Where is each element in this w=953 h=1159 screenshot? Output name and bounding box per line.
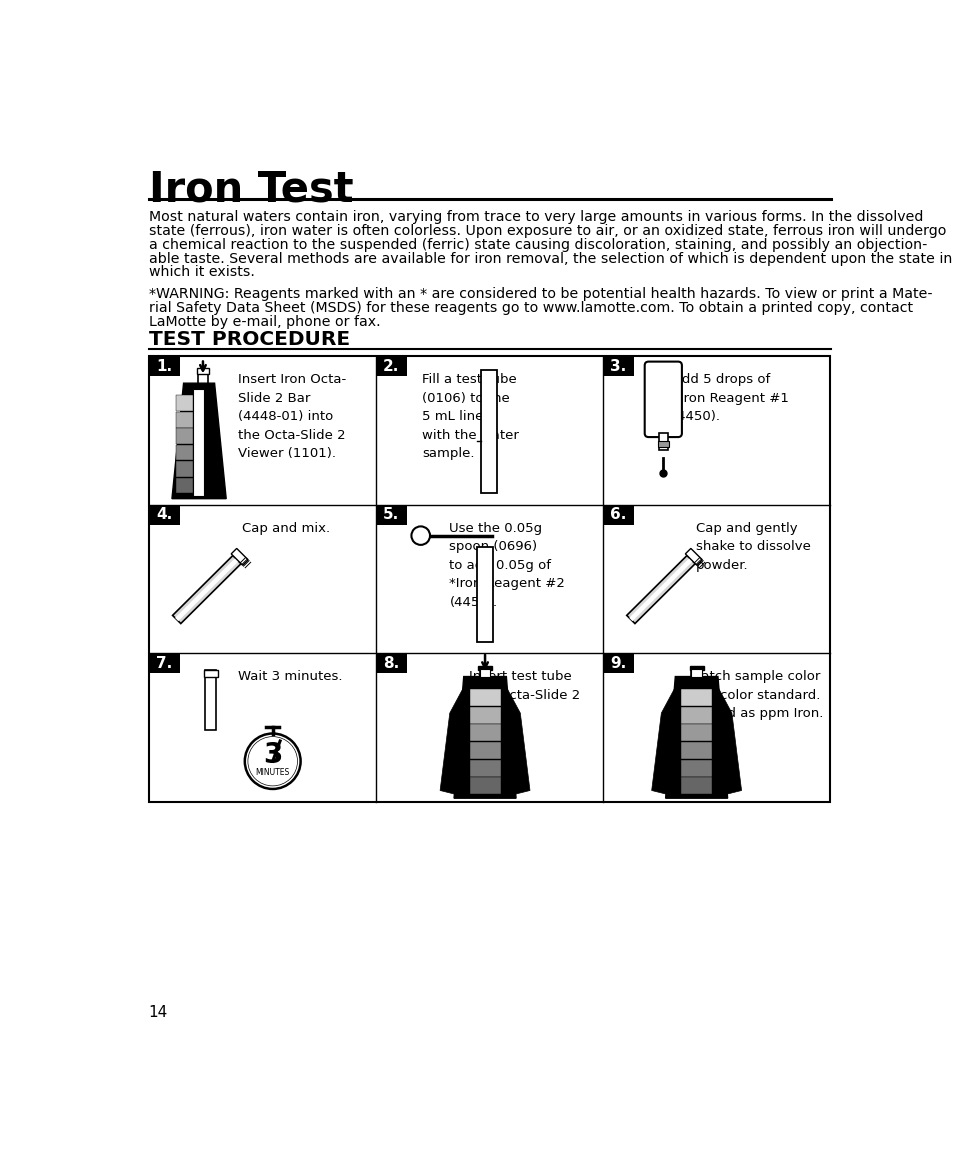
Text: 14: 14 — [149, 1005, 168, 1020]
Polygon shape — [716, 684, 740, 794]
Bar — [658, 433, 667, 450]
Bar — [651, 406, 674, 433]
Bar — [691, 669, 701, 677]
Text: which it exists.: which it exists. — [149, 265, 254, 279]
Text: Cap and mix.: Cap and mix. — [241, 522, 330, 534]
Text: MINUTES: MINUTES — [255, 767, 290, 777]
Bar — [477, 665, 492, 670]
Text: Add 5 drops of
*Iron Reagent #1
(4450).: Add 5 drops of *Iron Reagent #1 (4450). — [672, 373, 787, 423]
Bar — [479, 669, 490, 677]
Bar — [658, 440, 668, 447]
Polygon shape — [231, 548, 248, 566]
Bar — [469, 707, 500, 723]
Text: 4.: 4. — [156, 508, 172, 523]
Text: TEST PROCEDURE: TEST PROCEDURE — [149, 330, 350, 349]
Text: Most natural waters contain iron, varying from trace to very large amounts in va: Most natural waters contain iron, varyin… — [149, 210, 923, 224]
Bar — [602, 505, 633, 525]
Bar — [680, 707, 711, 723]
Circle shape — [248, 737, 297, 786]
Polygon shape — [172, 384, 226, 498]
Text: rial Safety Data Sheet (MSDS) for these reagents go to www.lamotte.com. To obtai: rial Safety Data Sheet (MSDS) for these … — [149, 301, 912, 315]
Text: Match sample color
to a color standard.
Record as ppm Iron.: Match sample color to a color standard. … — [689, 670, 822, 721]
Polygon shape — [504, 684, 530, 794]
Bar — [206, 713, 215, 730]
Text: a chemical reaction to the suspended (ferric) state causing discoloration, stain: a chemical reaction to the suspended (fe… — [149, 238, 926, 252]
Text: 1.: 1. — [156, 359, 172, 373]
Bar — [149, 356, 179, 377]
Circle shape — [411, 526, 430, 545]
Text: Insert test tube
into Octa-Slide 2
Viewer.: Insert test tube into Octa-Slide 2 Viewe… — [468, 670, 579, 721]
Text: state (ferrous), iron water is often colorless. Upon exposure to air, or an oxid: state (ferrous), iron water is often col… — [149, 224, 945, 238]
Bar — [375, 654, 406, 673]
Polygon shape — [684, 548, 701, 566]
Bar — [204, 670, 217, 677]
Bar — [175, 461, 193, 476]
Bar — [689, 665, 703, 670]
Bar — [375, 356, 406, 377]
Bar — [175, 429, 193, 444]
Polygon shape — [193, 388, 204, 496]
Bar — [196, 367, 209, 374]
Bar — [175, 478, 193, 494]
Bar — [375, 505, 406, 525]
Bar — [469, 778, 500, 794]
Bar — [175, 411, 193, 428]
Text: Insert Iron Octa-
Slide 2 Bar
(4448-01) into
the Octa-Slide 2
Viewer (1101).: Insert Iron Octa- Slide 2 Bar (4448-01) … — [237, 373, 346, 460]
Bar — [482, 442, 495, 494]
Text: 8.: 8. — [383, 656, 399, 671]
Text: Fill a test tube
(0106) to the
5 mL line
with the water
sample.: Fill a test tube (0106) to the 5 mL line… — [422, 373, 518, 460]
Polygon shape — [665, 677, 727, 799]
Bar — [680, 742, 711, 759]
Text: 9.: 9. — [610, 656, 626, 671]
Polygon shape — [174, 557, 238, 621]
Polygon shape — [626, 555, 695, 624]
Bar — [469, 724, 500, 742]
Bar — [175, 445, 193, 460]
Bar — [480, 370, 497, 494]
Polygon shape — [439, 684, 465, 794]
Bar — [680, 778, 711, 794]
Text: *WARNING: Reagents marked with an * are considered to be potential health hazard: *WARNING: Reagents marked with an * are … — [149, 287, 931, 301]
Bar — [469, 742, 500, 759]
Polygon shape — [172, 555, 241, 624]
Bar — [680, 724, 711, 742]
Text: 2.: 2. — [383, 359, 399, 373]
Bar — [602, 654, 633, 673]
Bar — [602, 356, 633, 377]
Bar — [476, 547, 493, 642]
Text: LaMotte by e-mail, phone or fax.: LaMotte by e-mail, phone or fax. — [149, 314, 380, 329]
Bar — [149, 505, 179, 525]
Bar — [149, 356, 829, 802]
Text: 5.: 5. — [383, 508, 399, 523]
Text: 7.: 7. — [156, 656, 172, 671]
Bar — [175, 395, 193, 411]
Text: 3: 3 — [263, 741, 282, 770]
Polygon shape — [629, 557, 692, 621]
Polygon shape — [454, 677, 516, 799]
Text: 3.: 3. — [610, 359, 626, 373]
Circle shape — [245, 734, 300, 789]
Bar — [478, 608, 491, 642]
Text: 6.: 6. — [610, 508, 626, 523]
Text: Iron Test: Iron Test — [149, 168, 353, 210]
FancyBboxPatch shape — [644, 362, 681, 437]
Bar — [680, 688, 711, 706]
Bar — [205, 670, 216, 730]
Bar — [469, 759, 500, 777]
Bar — [469, 688, 500, 706]
Bar — [680, 759, 711, 777]
Text: Cap and gently
shake to dissolve
powder.: Cap and gently shake to dissolve powder. — [695, 522, 810, 571]
Text: Wait 3 minutes.: Wait 3 minutes. — [237, 670, 342, 684]
Text: Use the 0.05g
spoon (0696)
to add 0.05g of
*Iron Reagent #2
(4451).: Use the 0.05g spoon (0696) to add 0.05g … — [449, 522, 565, 608]
Bar — [149, 654, 179, 673]
Text: able taste. Several methods are available for iron removal, the selection of whi: able taste. Several methods are availabl… — [149, 252, 951, 265]
Polygon shape — [651, 684, 676, 794]
